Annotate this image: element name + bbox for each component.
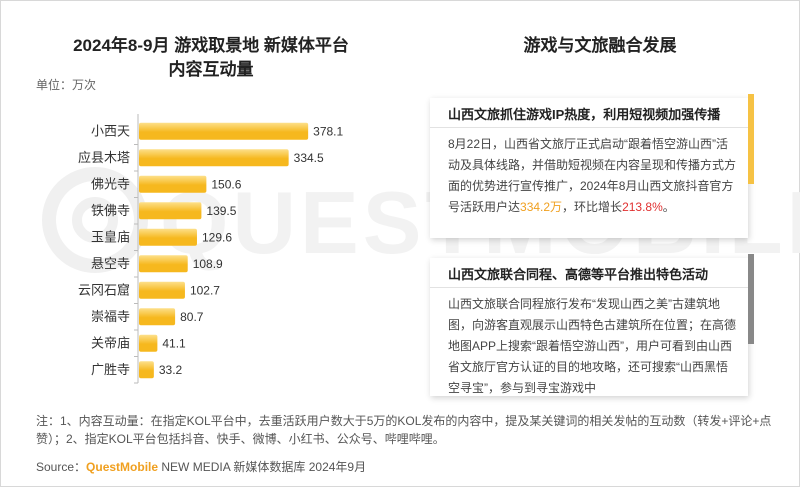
category-label: 广胜寺 [91, 362, 130, 377]
card-accent [748, 94, 754, 184]
category-label: 应县木塔 [78, 150, 130, 165]
bar [139, 255, 188, 273]
card-body: 8月22日，山西省文旅厅正式启动“跟着悟空游山西”活动及具体线路，并借助短视频在… [430, 128, 748, 218]
bar [139, 361, 154, 379]
news-card-2: 山西文旅联合同程、高德等平台推出特色活动 山西文旅联合同程旅行发布“发现山西之美… [430, 254, 754, 396]
footnote: 注：1、内容互动量：在指定KOL平台中，去重活跃用户数大于5万的KOL发布的内容… [36, 414, 772, 446]
value-label: 139.5 [206, 204, 236, 218]
card-text: 。 [662, 200, 675, 214]
source-brand: QuestMobile [86, 460, 159, 474]
value-label: 378.1 [313, 124, 343, 138]
chart-title-line2: 内容互动量 [168, 60, 254, 79]
value-label: 108.9 [193, 257, 223, 271]
category-label: 关帝庙 [91, 335, 130, 350]
category-label: 云冈石窟 [78, 282, 130, 297]
value-label: 80.7 [180, 310, 204, 324]
value-label: 334.5 [294, 151, 324, 165]
category-label: 崇福寺 [91, 309, 130, 324]
chart-title: 2024年8-9月 游戏取景地 新媒体平台 内容互动量 [36, 34, 386, 82]
category-label: 小西天 [91, 123, 130, 138]
bar [139, 175, 207, 193]
bar [139, 149, 289, 167]
value-label: 102.7 [190, 283, 220, 297]
card-heading: 山西文旅抓住游戏IP热度，利用短视频加强传播 [430, 98, 748, 128]
category-label: 玉皇庙 [91, 229, 130, 244]
bar [139, 202, 202, 220]
card-heading: 山西文旅联合同程、高德等平台推出特色活动 [430, 258, 748, 288]
bar [139, 228, 197, 246]
highlight-users: 334.2万 [520, 200, 563, 214]
value-label: 33.2 [159, 363, 183, 377]
card-text: ，环比增长 [562, 200, 623, 214]
category-label: 悬空寺 [91, 256, 130, 271]
bar [139, 334, 158, 352]
source-line: Source：QuestMobile NEW MEDIA 新媒体数据库 2024… [36, 458, 366, 475]
value-label: 150.6 [211, 177, 241, 191]
card-body: 山西文旅联合同程旅行发布“发现山西之美”古建筑地图，向游客直观展示山西特色古建筑… [448, 297, 737, 395]
bar [139, 308, 176, 326]
bar [139, 122, 309, 140]
chart-unit: 单位：万次 [36, 78, 97, 92]
category-label: 佛光寺 [91, 176, 130, 191]
chart-title-line1: 2024年8-9月 游戏取景地 新媒体平台 [73, 36, 349, 55]
card-text: 8月22日，山西省文旅厅正式启动“跟着悟空游山西”活动及具体线路，并借助短视频在… [448, 137, 737, 214]
value-label: 41.1 [162, 336, 186, 350]
source-prefix: Source： [36, 460, 87, 474]
category-label: 铁佛寺 [91, 203, 130, 218]
bar [139, 281, 185, 299]
card-accent [748, 254, 754, 344]
value-label: 129.6 [202, 230, 232, 244]
right-panel-title: 游戏与文旅融合发展 [523, 36, 677, 55]
news-card-1: 山西文旅抓住游戏IP热度，利用短视频加强传播 8月22日，山西省文旅厅正式启动“… [430, 94, 754, 238]
highlight-growth: 213.8% [622, 200, 663, 214]
source-rest: NEW MEDIA 新媒体数据库 2024年9月 [158, 460, 367, 474]
bar-chart: 小西天 378.1 应县木塔 334.5 佛光寺 150.6 铁佛寺 139.5 玉皇庙 129.… [78, 114, 344, 384]
